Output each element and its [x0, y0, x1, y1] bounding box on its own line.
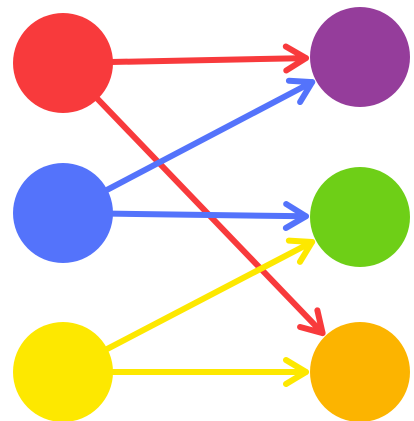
- arrow-head: [285, 77, 316, 106]
- arrow-head: [285, 237, 316, 265]
- color-circle: [13, 322, 113, 421]
- arrow-head: [282, 43, 310, 74]
- arrow-line: [102, 79, 316, 194]
- arrow-line: [102, 238, 316, 353]
- nodes: [13, 7, 410, 421]
- arrow-line: [107, 55, 310, 66]
- color-circle: [310, 7, 410, 107]
- color-circle: [13, 13, 113, 113]
- color-circle: [310, 167, 410, 267]
- arrow-head: [283, 357, 309, 387]
- arrow-head: [282, 201, 310, 232]
- color-circle: [13, 163, 113, 263]
- color-circle: [310, 322, 410, 421]
- arrows: [93, 43, 326, 387]
- arrow-head: [297, 307, 326, 337]
- arrow-line: [107, 210, 310, 220]
